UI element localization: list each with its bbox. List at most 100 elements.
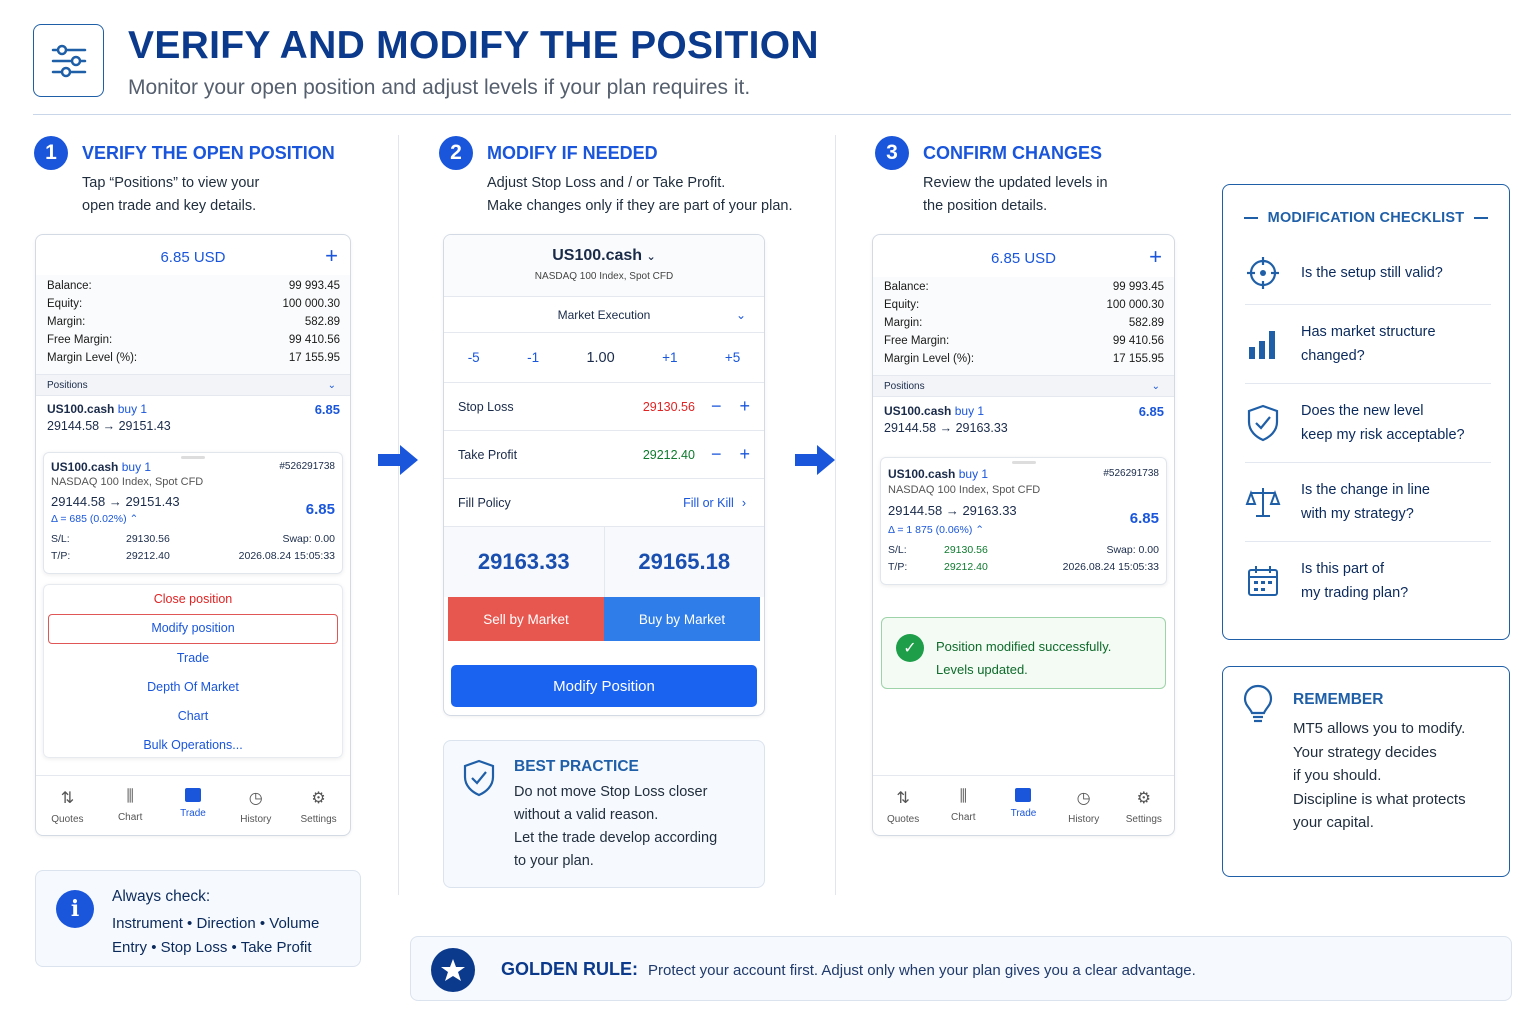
- bottom-nav: ⇅ Quotes ⫼ Chart Trade ◷ History ⚙ Settings: [36, 775, 350, 835]
- step-description: Tap “Positions” to view your open trade a…: [82, 175, 260, 214]
- volume-plus-5-button[interactable]: +5: [724, 350, 741, 365]
- positions-section[interactable]: Positions ⌄: [36, 374, 350, 396]
- trade-icon: [1015, 788, 1032, 802]
- chevron-down-icon: ⌄: [1151, 380, 1160, 392]
- step-description: Adjust Stop Loss and / or Take Profit. Ma…: [487, 175, 793, 214]
- candles-icon: ⫼: [126, 788, 134, 805]
- step-title: MODIFY IF NEEDED: [487, 143, 658, 163]
- stop-loss-plus-button[interactable]: +: [739, 396, 750, 416]
- stop-loss-input[interactable]: 29130.56: [642, 399, 695, 414]
- check-circle-icon: ✓: [896, 634, 924, 662]
- header-icon-box: [33, 24, 104, 97]
- trade-icon: [184, 788, 201, 802]
- info-icon: i: [56, 890, 94, 928]
- step-title: VERIFY THE OPEN POSITION: [82, 143, 335, 163]
- step-number: 1: [34, 136, 68, 170]
- fill-policy-row[interactable]: Fill Policy Fill or Kill ›: [444, 479, 764, 527]
- volume-value[interactable]: 1.00: [586, 349, 615, 366]
- scale-icon: [1245, 488, 1281, 517]
- golden-rule-text: Protect your account first. Adjust only …: [648, 962, 1196, 979]
- page-subtitle: Monitor your open position and adjust le…: [128, 76, 751, 99]
- target-icon: [1247, 257, 1279, 289]
- account-summary: Balance: 99 993.45 Equity: 100 000.30 Marg…: [36, 275, 350, 374]
- quotes-icon: ⇅: [896, 790, 910, 807]
- checklist-item: Does the new level keep my risk acceptabl…: [1245, 398, 1491, 448]
- volume-stepper: -5 -1 1.00 +1 +5: [444, 333, 764, 383]
- bulk-operations-menu-item[interactable]: Bulk Operations...: [143, 738, 243, 752]
- position-row[interactable]: US100.cash buy 1 29144.58 → 29163.33 6.8…: [884, 404, 1164, 435]
- success-message: ✓ Position modified successfully. Levels …: [881, 617, 1166, 689]
- chevron-up-icon: ⌃: [975, 524, 985, 536]
- take-profit-minus-button[interactable]: −: [710, 444, 722, 464]
- trade-menu-item[interactable]: Trade: [176, 651, 210, 665]
- position-detail-card: US100.cash buy 1 #526291738 NASDAQ 100 I…: [880, 457, 1167, 585]
- checklist-item: Is the setup still valid?: [1245, 252, 1491, 294]
- modification-checklist: MODIFICATION CHECKLIST Is the setup stil…: [1222, 184, 1510, 640]
- depth-of-market-menu-item[interactable]: Depth Of Market: [147, 680, 239, 694]
- close-position-menu-item[interactable]: Close position: [153, 592, 233, 606]
- chevron-up-icon: ⌃: [129, 513, 139, 525]
- phone-confirm: 6.85 USD + Balance: 99 993.45 Equity: 100 …: [872, 234, 1175, 836]
- take-profit-plus-button[interactable]: +: [739, 444, 750, 464]
- checklist-item: Is this part of my trading plan?: [1245, 556, 1491, 606]
- take-profit-row: Take Profit 29212.40 − +: [444, 431, 764, 479]
- history-icon: ◷: [1076, 790, 1091, 807]
- account-header: 6.85 USD +: [990, 244, 1162, 269]
- candles-icon: ⫼: [959, 788, 967, 805]
- nav-history[interactable]: ◷ History: [240, 790, 272, 825]
- page-title: VERIFY AND MODIFY THE POSITION: [128, 24, 819, 67]
- step-number: 2: [439, 136, 473, 170]
- nav-quotes[interactable]: ⇅ Quotes: [886, 790, 920, 825]
- account-profit: 6.85 USD: [160, 249, 226, 266]
- nav-settings[interactable]: ⚙ Settings: [1125, 790, 1162, 825]
- bar-chart-icon: [1249, 331, 1275, 359]
- modify-position-menu-item[interactable]: Modify position: [48, 614, 338, 644]
- volume-plus-1-button[interactable]: +1: [662, 350, 678, 365]
- buy-by-market-button[interactable]: Buy by Market: [604, 597, 760, 641]
- best-practice-box: BEST PRACTICE Do not move Stop Loss clos…: [443, 740, 765, 888]
- remember-box: REMEMBER MT5 allows you to modify. Your s…: [1222, 666, 1510, 877]
- nav-trade[interactable]: Trade: [993, 788, 1053, 819]
- nav-chart[interactable]: ⫼ Chart: [117, 788, 143, 823]
- lightbulb-icon: [1243, 684, 1273, 723]
- nav-quotes[interactable]: ⇅ Quotes: [51, 790, 84, 825]
- gear-icon: ⚙: [1136, 790, 1152, 807]
- chevron-down-icon: ⌄: [646, 251, 656, 263]
- phone-modify: US100.cash ⌄ NASDAQ 100 Index, Spot CFD …: [443, 234, 765, 716]
- always-check-box: i Always check: Instrument • Direction •…: [35, 870, 361, 967]
- gear-icon: ⚙: [311, 790, 326, 807]
- nav-chart[interactable]: ⫼ Chart: [951, 788, 976, 823]
- sliders-icon: [51, 44, 86, 77]
- arrow-right-icon: [378, 445, 418, 475]
- nav-history[interactable]: ◷ History: [1068, 790, 1100, 825]
- nav-settings[interactable]: ⚙ Settings: [300, 790, 337, 825]
- modify-position-button[interactable]: Modify Position: [451, 665, 757, 707]
- header-divider: [33, 114, 1511, 115]
- chevron-right-icon: ›: [741, 495, 746, 510]
- positions-section[interactable]: Positions ⌄: [873, 375, 1174, 397]
- checklist-title: MODIFICATION CHECKLIST: [1267, 210, 1465, 226]
- sell-by-market-button[interactable]: Sell by Market: [448, 597, 604, 641]
- account-summary: Balance: 99 993.45 Equity: 100 000.30 Marg…: [873, 277, 1174, 375]
- ask-price: 29165.18: [638, 549, 731, 574]
- take-profit-input[interactable]: 29212.40: [642, 447, 695, 462]
- account-header: 6.85 USD +: [36, 235, 350, 275]
- chart-menu-item[interactable]: Chart: [177, 709, 209, 723]
- checklist-items: Is the setup still valid? Has market str…: [1223, 252, 1509, 606]
- add-icon[interactable]: +: [325, 243, 338, 268]
- step-title: CONFIRM CHANGES: [923, 143, 1102, 163]
- position-row[interactable]: US100.cash buy 1 29144.58 → 29151.43 6.8…: [47, 402, 340, 433]
- golden-rule-banner: GOLDEN RULE: Protect your account first.…: [410, 936, 1512, 1001]
- quotes-icon: ⇅: [60, 790, 75, 807]
- stop-loss-minus-button[interactable]: −: [710, 396, 722, 416]
- execution-select[interactable]: Market Execution ⌄: [444, 297, 764, 333]
- add-icon[interactable]: +: [1149, 244, 1162, 269]
- price-display: 29163.33 29165.18: [444, 527, 764, 597]
- checklist-item: Has market structure changed?: [1245, 319, 1491, 369]
- volume-minus-5-button[interactable]: -5: [467, 350, 480, 365]
- stop-loss-row: Stop Loss 29130.56 − +: [444, 383, 764, 431]
- volume-minus-1-button[interactable]: -1: [527, 350, 540, 365]
- symbol-header[interactable]: US100.cash ⌄ NASDAQ 100 Index, Spot CFD: [444, 235, 764, 297]
- nav-trade[interactable]: Trade: [163, 788, 223, 819]
- shield-check-icon: [463, 759, 495, 797]
